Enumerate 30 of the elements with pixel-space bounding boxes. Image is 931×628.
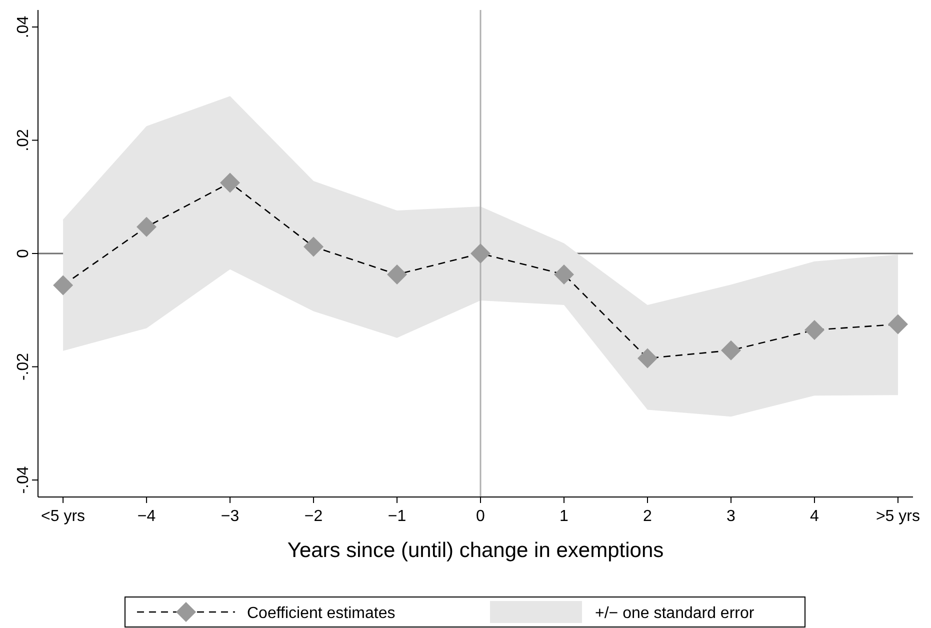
y-tick-label: .02 (15, 129, 32, 152)
text: +/− one standard error (595, 605, 755, 622)
x-tick-label: 0 (476, 508, 486, 525)
x-tick-label: −2 (304, 508, 323, 525)
point (804, 320, 824, 340)
point (720, 340, 741, 360)
y-tick-label: -.02 (15, 352, 32, 381)
x-tick-label: 4 (810, 508, 820, 525)
point (220, 172, 240, 193)
x-tick-label: >5 yrs (876, 508, 920, 525)
x-tick-label: −1 (388, 508, 406, 525)
point (470, 244, 491, 264)
x-tick-label: 2 (643, 508, 652, 525)
x-tick-label: 1 (560, 508, 569, 525)
point (554, 264, 574, 284)
text: Coefficient estimates (247, 605, 396, 622)
point (888, 314, 908, 334)
point (136, 216, 157, 237)
point (304, 236, 324, 257)
point (637, 348, 658, 368)
y-tick-label: 0 (15, 248, 32, 258)
point (387, 264, 408, 284)
point (53, 275, 74, 296)
x-tick-label: −4 (137, 508, 156, 525)
y-tick-label: .04 (15, 16, 32, 38)
x-tick-label: 3 (726, 508, 736, 525)
x-axis-title: Years since (until) change in exemptions (287, 539, 664, 562)
x-tick-label: −3 (220, 508, 240, 525)
x-tick-label: <5 yrs (41, 508, 86, 525)
y-tick-label: -.04 (15, 466, 32, 494)
